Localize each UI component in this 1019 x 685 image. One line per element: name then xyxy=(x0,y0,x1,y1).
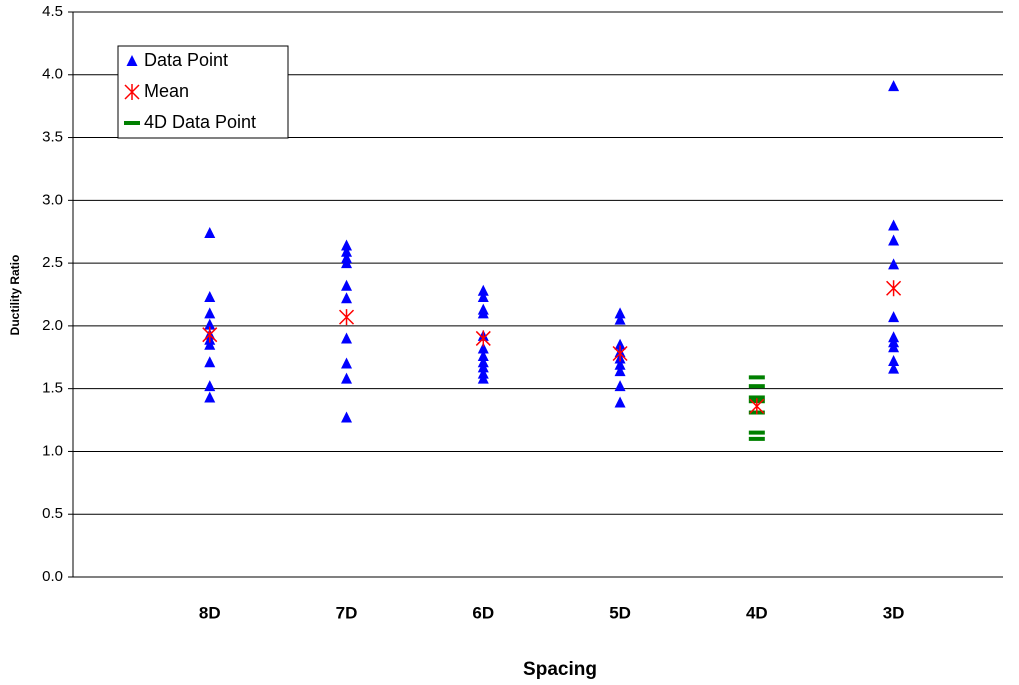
y-tick-label: 2.0 xyxy=(42,317,63,334)
data-point xyxy=(888,80,900,92)
data-point xyxy=(748,395,765,400)
legend-label: 4D Data Point xyxy=(144,112,256,132)
y-tick-label: 1.0 xyxy=(42,442,63,459)
data-point xyxy=(748,375,765,380)
x-tick-label: 6D xyxy=(472,603,494,622)
data-point xyxy=(614,307,626,319)
y-tick-label: 1.5 xyxy=(42,380,63,397)
x-tick-label: 5D xyxy=(609,603,631,622)
data-point xyxy=(341,239,353,251)
y-tick-label: 3.0 xyxy=(42,191,63,208)
data-point xyxy=(614,396,626,408)
data-point xyxy=(341,245,353,257)
x-tick-label: 4D xyxy=(746,603,768,622)
legend-label: Data Point xyxy=(144,50,228,70)
data-point xyxy=(477,372,489,384)
data-point xyxy=(888,362,900,374)
mean-point xyxy=(475,330,491,347)
data-point xyxy=(204,291,216,303)
data-point xyxy=(204,338,216,350)
data-point xyxy=(888,341,900,353)
data-point xyxy=(204,356,216,368)
data-point xyxy=(204,391,216,403)
data-point xyxy=(341,257,353,269)
data-point xyxy=(748,430,765,435)
data-point xyxy=(341,357,353,369)
data-point xyxy=(204,307,216,319)
y-tick-label: 0.5 xyxy=(42,505,63,522)
legend-box xyxy=(117,45,289,139)
data-point xyxy=(477,284,489,296)
data-point xyxy=(614,313,626,325)
data-point xyxy=(888,234,900,246)
data-point xyxy=(341,411,353,423)
data-point xyxy=(888,355,900,367)
x-axis-label: Spacing xyxy=(523,659,597,680)
data-point xyxy=(341,372,353,384)
y-tick-label: 4.0 xyxy=(42,66,63,83)
x-tick-label: 7D xyxy=(336,603,358,622)
legend-marker xyxy=(124,84,140,100)
mean-point xyxy=(886,280,902,297)
data-point xyxy=(477,291,489,303)
data-point xyxy=(614,358,626,370)
x-tick-label: 3D xyxy=(883,603,905,622)
y-axis-label: Ductility Ratio xyxy=(8,255,22,336)
data-point xyxy=(614,365,626,377)
data-point xyxy=(477,307,489,319)
data-point xyxy=(888,258,900,270)
data-point xyxy=(341,279,353,291)
data-point xyxy=(341,292,353,304)
mean-point xyxy=(612,345,628,362)
legend-marker xyxy=(124,121,140,125)
y-tick-label: 4.5 xyxy=(42,3,63,20)
data-point xyxy=(204,226,216,238)
data-point xyxy=(614,338,626,350)
data-point xyxy=(888,311,900,323)
mean-point xyxy=(338,309,355,326)
mean-point xyxy=(749,398,765,415)
x-tick-label: 8D xyxy=(199,603,221,622)
y-tick-label: 2.5 xyxy=(42,254,63,271)
y-tick-label: 3.5 xyxy=(42,129,63,146)
legend-marker xyxy=(126,55,138,66)
data-point xyxy=(477,350,489,362)
data-point xyxy=(204,318,216,330)
data-point xyxy=(614,380,626,392)
data-point xyxy=(477,342,489,354)
data-point xyxy=(341,332,353,344)
y-tick-label: 0.0 xyxy=(42,568,63,585)
data-point xyxy=(748,436,765,441)
data-point xyxy=(477,361,489,373)
data-point xyxy=(748,384,765,389)
data-point xyxy=(204,380,216,392)
mean-point xyxy=(202,326,218,343)
legend-label: Mean xyxy=(144,81,189,101)
data-point xyxy=(888,219,900,231)
